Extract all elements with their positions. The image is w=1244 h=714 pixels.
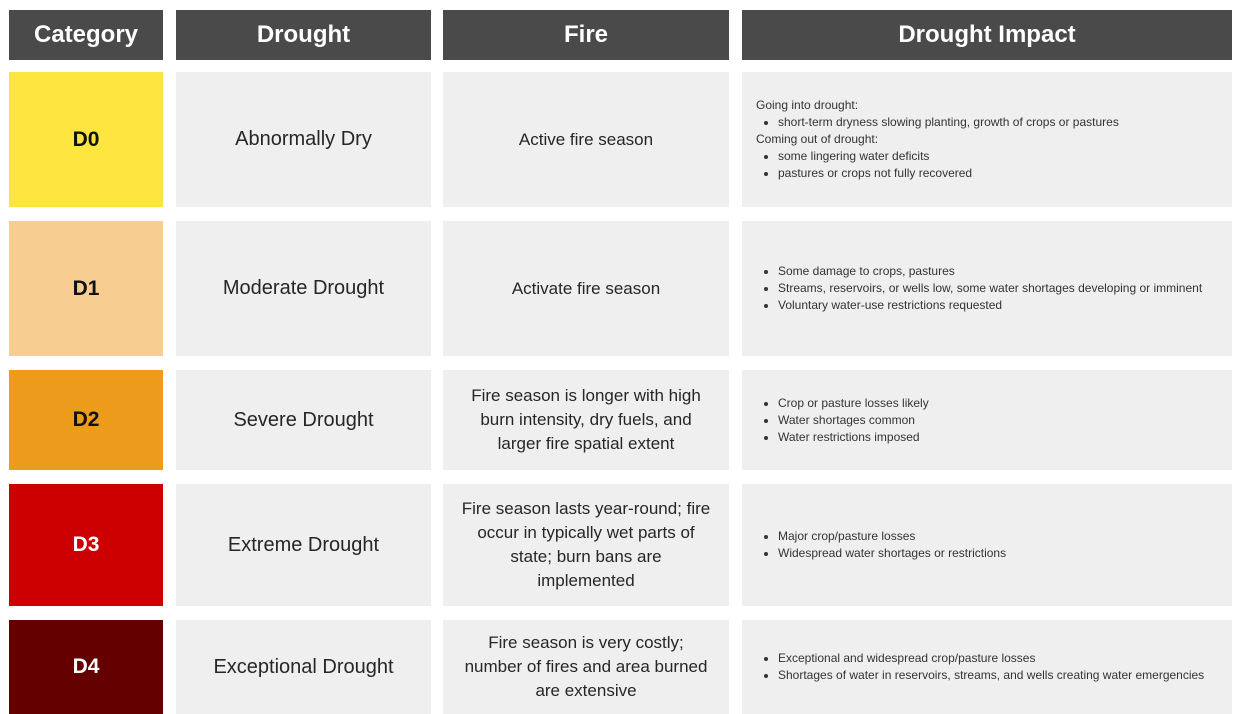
category-cell-d1: D1 — [9, 221, 163, 356]
impact-bullet: Shortages of water in reservoirs, stream… — [778, 667, 1220, 684]
impact-bullet: some lingering water deficits — [778, 148, 1220, 165]
header-category: Category — [9, 10, 163, 60]
impact-bullet: Major crop/pasture losses — [778, 528, 1220, 545]
impact-bullet: Widespread water shortages or restrictio… — [778, 545, 1220, 562]
impact-list-coming: some lingering water deficits pastures o… — [756, 148, 1220, 182]
impact-cell-d0: Going into drought: short-term dryness s… — [742, 72, 1232, 207]
impact-bullet: Crop or pasture losses likely — [778, 395, 1220, 412]
fire-cell-d0: Active fire season — [443, 72, 729, 207]
impact-bullet: Streams, reservoirs, or wells low, some … — [778, 280, 1220, 297]
impact-list: Crop or pasture losses likely Water shor… — [756, 395, 1220, 446]
impact-heading-coming: Coming out of drought: — [756, 132, 879, 146]
category-cell-d3: D3 — [9, 484, 163, 606]
impact-bullet: Some damage to crops, pastures — [778, 263, 1220, 280]
impact-list-going: short-term dryness slowing planting, gro… — [756, 114, 1220, 131]
drought-cell-d3: Extreme Drought — [176, 484, 431, 606]
category-cell-d2: D2 — [9, 370, 163, 470]
header-drought: Drought — [176, 10, 431, 60]
fire-cell-d2: Fire season is longer with high burn int… — [443, 370, 729, 470]
fire-cell-d4: Fire season is very costly; number of fi… — [443, 620, 729, 714]
impact-list: Some damage to crops, pastures Streams, … — [756, 263, 1220, 314]
impact-list: Exceptional and widespread crop/pasture … — [756, 650, 1220, 684]
impact-bullet: Voluntary water-use restrictions request… — [778, 297, 1220, 314]
impact-bullet: Water shortages common — [778, 412, 1220, 429]
impact-bullet: Exceptional and widespread crop/pasture … — [778, 650, 1220, 667]
impact-bullet: Water restrictions imposed — [778, 429, 1220, 446]
header-fire: Fire — [443, 10, 729, 60]
impact-cell-d3: Major crop/pasture losses Widespread wat… — [742, 484, 1232, 606]
drought-cell-d2: Severe Drought — [176, 370, 431, 470]
category-cell-d4: D4 — [9, 620, 163, 714]
fire-cell-d3: Fire season lasts year-round; fire occur… — [443, 484, 729, 606]
category-cell-d0: D0 — [9, 72, 163, 207]
impact-heading-going: Going into drought: — [756, 98, 859, 112]
impact-cell-d4: Exceptional and widespread crop/pasture … — [742, 620, 1232, 714]
drought-cell-d1: Moderate Drought — [176, 221, 431, 356]
drought-cell-d0: Abnormally Dry — [176, 72, 431, 207]
impact-cell-d2: Crop or pasture losses likely Water shor… — [742, 370, 1232, 470]
impact-bullet: short-term dryness slowing planting, gro… — [778, 114, 1220, 131]
fire-cell-d1: Activate fire season — [443, 221, 729, 356]
header-drought-impact: Drought Impact — [742, 10, 1232, 60]
drought-cell-d4: Exceptional Drought — [176, 620, 431, 714]
impact-cell-d1: Some damage to crops, pastures Streams, … — [742, 221, 1232, 356]
impact-bullet: pastures or crops not fully recovered — [778, 165, 1220, 182]
impact-list: Major crop/pasture losses Widespread wat… — [756, 528, 1220, 562]
